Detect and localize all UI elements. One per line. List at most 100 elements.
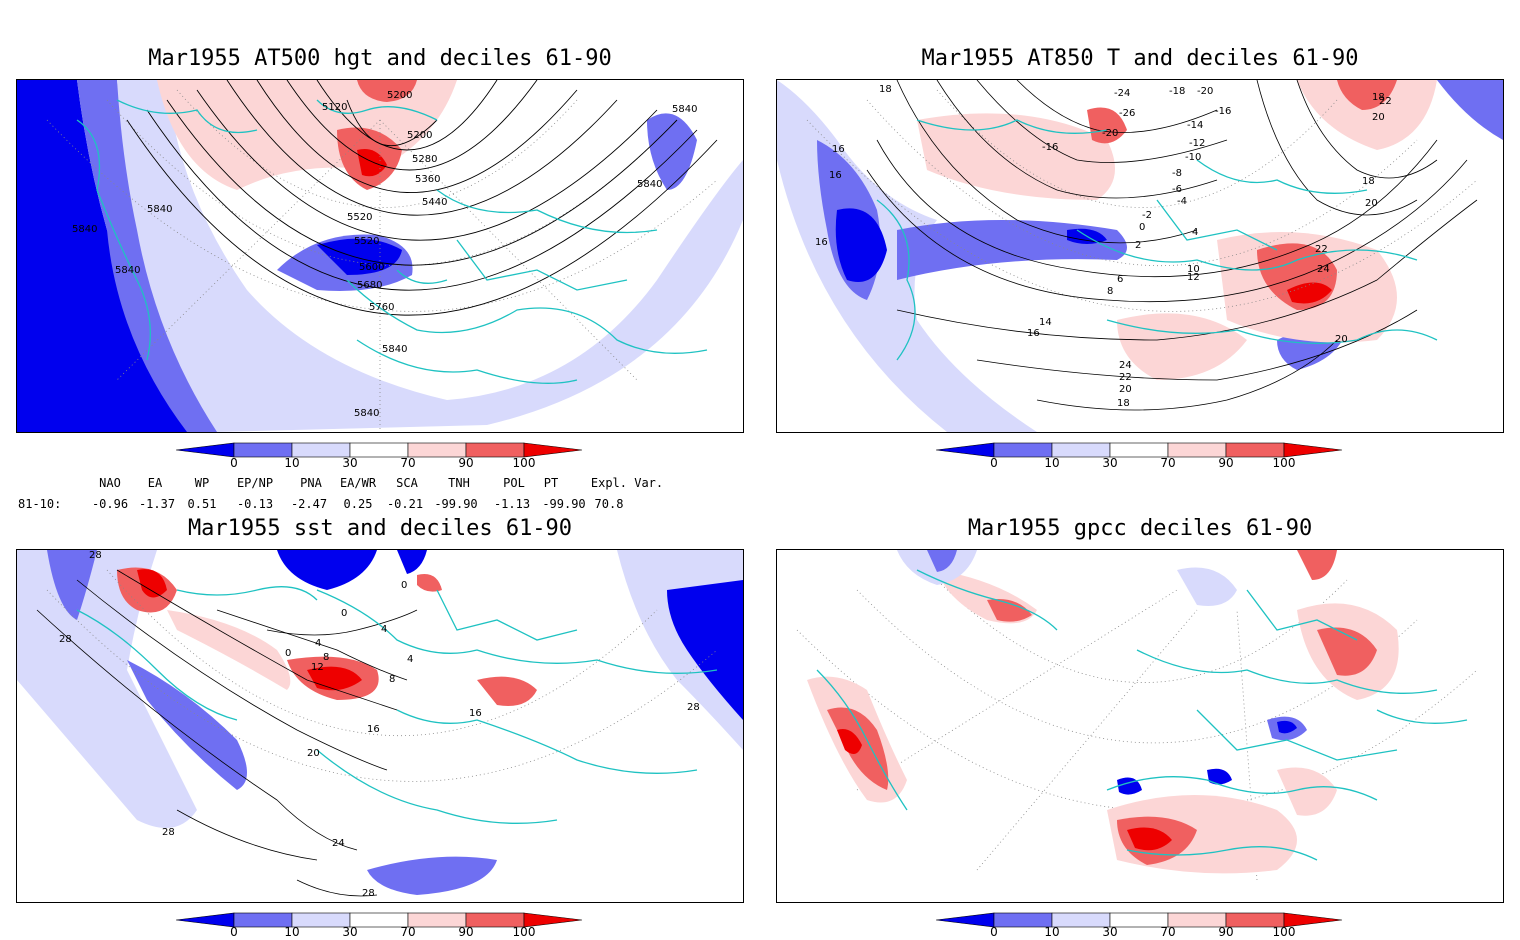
hgt-label: 5760 <box>369 302 394 313</box>
index-value: -99.90 <box>542 497 586 511</box>
tick-label: 70 <box>1160 456 1176 470</box>
t850-pos-mid-ne <box>1337 80 1397 110</box>
map-hgt: 5120 5200 5200 5280 5360 5440 5520 5520 … <box>16 79 744 433</box>
t850-pos-mid-north <box>1087 107 1127 144</box>
colorbar-ticks-gpcc: 0 10 30 70 90 100 <box>936 925 1346 940</box>
sst-label: 4 <box>315 638 321 649</box>
t850-label: 18 <box>1362 176 1375 187</box>
hgt-coastlines <box>76 99 708 384</box>
t850-label: 16 <box>832 144 845 155</box>
colorbar-sst <box>175 910 586 930</box>
sst-label: 16 <box>367 724 380 735</box>
t850-label: 18 <box>879 84 892 95</box>
tick-label: 100 <box>1272 456 1296 470</box>
gpcc-pos-strong-west <box>837 729 862 754</box>
map-sst-svg: 28 28 0 0 0 4 4 8 12 16 16 20 24 28 28 2… <box>17 550 743 899</box>
t850-label: -24 <box>1114 88 1130 99</box>
t850-neg-weak-ne <box>1437 80 1503 140</box>
t850-label: 8 <box>1107 286 1113 297</box>
panel-title-hgt: Mar1955 AT500 hgt and deciles 61-90 <box>148 46 612 71</box>
tick-label: 70 <box>1160 925 1176 939</box>
tick-label: 70 <box>400 925 416 939</box>
panel-title-t850: Mar1955 AT850 T and deciles 61-90 <box>921 46 1359 71</box>
colorbar-segment <box>407 442 467 458</box>
hgt-label: 5840 <box>72 224 97 235</box>
tick-label: 90 <box>1218 925 1234 939</box>
t850-graticule <box>806 89 1478 312</box>
index-header: WP <box>194 476 210 490</box>
tick-label: 30 <box>342 925 358 939</box>
tick-label: 100 <box>512 456 536 470</box>
hgt-label: 5840 <box>147 204 172 215</box>
hgt-neg-weak-band <box>117 80 743 432</box>
sst-neg-mid-west <box>47 550 97 620</box>
colorbar-arrow-high <box>523 912 583 928</box>
t850-label: -20 <box>1197 86 1213 97</box>
colorbar-gpcc <box>935 910 1346 930</box>
t850-label: 12 <box>1187 272 1200 283</box>
gpcc-coastlines <box>816 569 1468 861</box>
t850-label: -18 <box>1169 86 1185 97</box>
colorbar-t850-svg <box>935 442 1343 458</box>
index-header: EA <box>147 476 163 490</box>
gpcc-pos-weak-sw <box>1277 767 1337 816</box>
t850-label: 20 <box>1372 112 1385 123</box>
map-gpcc <box>776 549 1504 903</box>
hgt-label: 5840 <box>637 179 662 190</box>
sst-label: 4 <box>407 654 413 665</box>
tick-label: 0 <box>990 456 998 470</box>
hgt-label: 5520 <box>347 212 372 223</box>
map-hgt-svg: 5120 5200 5200 5280 5360 5440 5520 5520 … <box>17 80 743 432</box>
sst-neg-strong-north2 <box>397 550 427 574</box>
t850-label: 20 <box>1119 384 1132 395</box>
t850-label: -16 <box>1215 106 1231 117</box>
sst-label: 28 <box>59 634 72 645</box>
gpcc-graticule <box>796 569 1478 881</box>
sst-neg-mid-band <box>127 660 247 790</box>
t850-label: -2 <box>1142 210 1152 221</box>
colorbar-gpcc-svg <box>935 912 1343 928</box>
colorbar-segment <box>349 442 409 458</box>
sst-label: 12 <box>311 662 324 673</box>
sst-pos-strong-nw <box>137 569 167 598</box>
t850-label: 24 <box>1317 264 1330 275</box>
hgt-graticule <box>46 89 718 432</box>
sst-neg-strong-east <box>667 580 743 720</box>
colorbar-segment <box>1109 442 1169 458</box>
index-value: 0.25 <box>343 497 373 511</box>
t850-label: 4 <box>1192 227 1198 238</box>
colorbar-ticks-t850: 0 10 30 70 90 100 <box>936 456 1346 472</box>
gpcc-pos-mid-north <box>987 599 1032 622</box>
t850-label: 22 <box>1315 244 1328 255</box>
index-value: -1.13 <box>493 497 531 511</box>
colorbar-segment <box>233 442 293 458</box>
colorbar-arrow-high <box>1283 442 1343 458</box>
t850-label: -16 <box>1042 142 1058 153</box>
colorbar-t850 <box>935 440 1346 460</box>
hgt-contours <box>126 80 718 316</box>
sst-label: 0 <box>285 648 291 659</box>
panel-title-sst: Mar1955 sst and deciles 61-90 <box>187 516 573 541</box>
gpcc-neg-mid-3 <box>1117 777 1142 795</box>
hgt-label: 5840 <box>382 344 407 355</box>
hgt-label: 5600 <box>359 262 384 273</box>
hgt-neg-mid-east <box>647 113 697 190</box>
gpcc-pos-mid-ne <box>1297 550 1337 580</box>
map-t850-svg: 18 -24 -18 -20 -16 -26 -14 -16 -20 -12 -… <box>777 80 1503 432</box>
gpcc-pos-mid-east <box>1317 627 1377 676</box>
index-header: TNH <box>448 476 470 490</box>
tick-label: 90 <box>1218 456 1234 470</box>
colorbar-ticks-hgt: 0 10 30 70 90 100 <box>176 456 586 472</box>
t850-pos-weak-ne <box>1297 80 1437 150</box>
tick-label: 30 <box>1102 456 1118 470</box>
sst-pos-mid-east <box>477 676 537 706</box>
gpcc-neg-mid-4 <box>1207 768 1232 785</box>
index-header: PT <box>543 476 559 490</box>
t850-label: 16 <box>815 237 828 248</box>
colorbar-hgt-svg <box>175 442 583 458</box>
hgt-pos-strong <box>357 149 387 177</box>
map-sst: 28 28 0 0 0 4 4 8 12 16 16 20 24 28 28 2… <box>16 549 744 903</box>
index-value: 0.51 <box>187 497 217 511</box>
t850-label: 6 <box>1117 274 1123 285</box>
hgt-contour-labels: 5120 5200 5200 5280 5360 5440 5520 5520 … <box>72 90 697 419</box>
